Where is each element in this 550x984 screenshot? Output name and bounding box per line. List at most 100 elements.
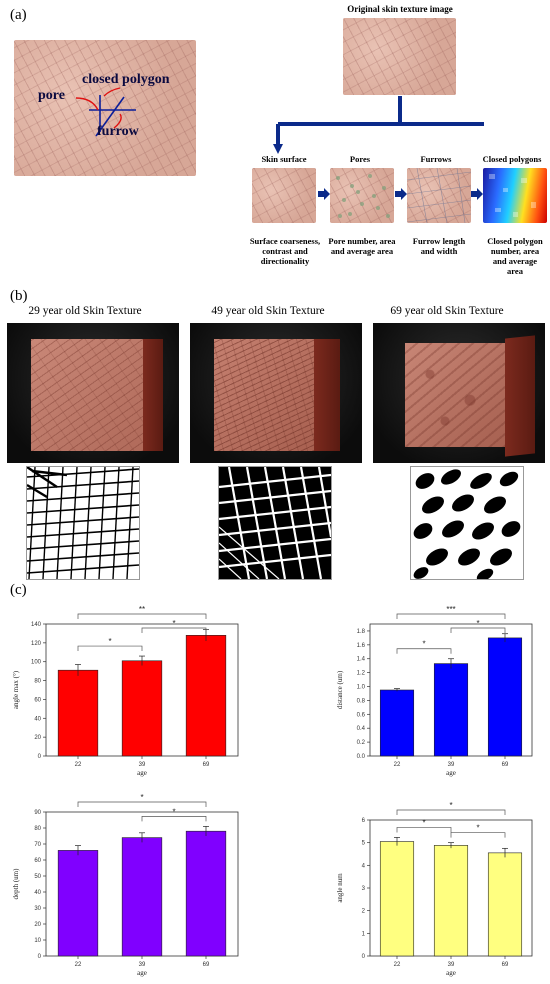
panel-b-label: (b) <box>10 288 28 304</box>
significance-bracket <box>77 613 207 619</box>
y-tick-label: 90 <box>34 810 41 816</box>
panel-c-label: (c) <box>10 582 27 598</box>
y-tick-label: 1.0 <box>357 685 366 691</box>
step-pores-image <box>330 168 394 223</box>
bar <box>433 663 469 757</box>
significance-label: * <box>140 793 143 802</box>
significance-label: * <box>476 824 479 833</box>
step-closed-polygons-caption: Closed polygon number, area and average … <box>487 236 543 276</box>
x-axis-label: age <box>137 769 147 777</box>
bar <box>121 837 163 957</box>
significance-label: ** <box>139 605 145 614</box>
x-tick-label: 39 <box>448 962 455 968</box>
y-tick-label: 80 <box>34 679 41 685</box>
y-tick-label: 30 <box>34 906 41 912</box>
y-tick-label: 2 <box>362 909 366 915</box>
cube-front-29 <box>31 339 143 451</box>
y-tick-label: 1.6 <box>357 643 366 649</box>
y-tick-label: 20 <box>34 922 41 928</box>
annot-pore-label: pore <box>38 88 65 103</box>
pore-arrow <box>75 97 99 111</box>
cube-side-69 <box>505 335 535 457</box>
y-tick-label: 20 <box>34 735 41 741</box>
step-skin-surface-image <box>252 168 316 223</box>
closeup-annotation-overlay <box>75 87 136 137</box>
significance-label: * <box>476 619 479 628</box>
chart-angle-max: 0 20 40 60 80 100 120 140 angle max (°) 22 39 69 age… <box>12 605 239 777</box>
texture-title-29: 29 year old Skin Texture <box>28 305 142 317</box>
bar <box>487 852 523 957</box>
y-tick-label: 1.2 <box>357 671 366 677</box>
y-tick-label: 0 <box>38 954 42 960</box>
y-axis-label: angle num <box>336 873 344 903</box>
x-axis-label: age <box>446 969 456 977</box>
chart-angle-num: 0 1 2 3 4 5 6 angle num 22 39 69 age * * * <box>336 801 533 977</box>
skin-closeup-image <box>14 40 196 176</box>
y-tick-label: 5 <box>362 841 366 847</box>
flow-diagram-lines <box>273 96 484 154</box>
y-tick-label: 60 <box>34 697 41 703</box>
cube-side-29 <box>143 339 163 451</box>
step-furrows-title: Furrows <box>420 154 452 164</box>
significance-label: * <box>422 818 425 827</box>
significance-label: *** <box>446 605 455 614</box>
x-tick-label: 22 <box>394 962 401 968</box>
significance-bracket <box>396 648 452 654</box>
annot-diagonal-line <box>95 96 125 137</box>
x-tick-label: 69 <box>502 762 509 768</box>
x-tick-label: 69 <box>502 962 509 968</box>
annot-closed-polygon-label: closed polygon <box>82 72 170 87</box>
flow-arrows <box>318 188 483 200</box>
y-tick-label: 40 <box>34 890 41 896</box>
step-skin-surface-caption: Surface coarseness, contrast and directi… <box>249 236 321 266</box>
y-tick-label: 120 <box>31 641 42 647</box>
binary-texture-29 <box>26 466 140 580</box>
y-tick-label: 1 <box>362 931 366 937</box>
y-tick-label: 0.6 <box>357 712 366 718</box>
y-axis-label: depth (um) <box>12 868 20 900</box>
bar <box>487 637 523 757</box>
x-tick-label: 39 <box>139 762 146 768</box>
significance-bracket <box>396 809 506 815</box>
bar <box>185 635 227 757</box>
bar <box>57 850 99 957</box>
x-tick-label: 39 <box>139 962 146 968</box>
bar <box>379 689 415 757</box>
y-tick-label: 140 <box>31 622 42 628</box>
y-tick-label: 10 <box>34 938 41 944</box>
significance-label: * <box>108 637 111 646</box>
y-tick-label: 3 <box>362 886 366 892</box>
x-tick-label: 39 <box>448 762 455 768</box>
step-closed-polygons-title: Closed polygons <box>482 154 542 164</box>
polygon-arrow <box>103 87 121 97</box>
y-tick-label: 0 <box>362 954 366 960</box>
bar <box>433 845 469 957</box>
x-tick-label: 22 <box>75 962 82 968</box>
bar <box>185 830 227 957</box>
y-axis-label: angle max (°) <box>12 670 20 709</box>
binary-texture-49 <box>218 466 332 580</box>
y-tick-label: 1.4 <box>357 657 366 663</box>
y-tick-label: 60 <box>34 858 41 864</box>
significance-label: * <box>172 619 175 628</box>
significance-bracket <box>77 645 143 652</box>
y-tick-label: 1.8 <box>357 629 366 635</box>
texture-title-49: 49 year old Skin Texture <box>211 305 325 317</box>
step-furrows-image <box>407 168 471 223</box>
step-pores-caption: Pore number, area and average area <box>328 236 396 256</box>
significance-bracket <box>450 627 506 633</box>
texture-render-29 <box>7 323 179 463</box>
y-tick-label: 0.8 <box>357 698 366 704</box>
bar <box>121 660 163 757</box>
y-tick-label: 6 <box>362 818 366 824</box>
y-tick-label: 80 <box>34 826 41 832</box>
step-furrows-caption: Furrow length and width <box>412 236 466 256</box>
original-skin-image <box>343 18 456 95</box>
y-tick-label: 0 <box>38 754 42 760</box>
furrow-arrow <box>113 113 122 129</box>
y-tick-label: 70 <box>34 842 41 848</box>
x-axis-label: age <box>137 969 147 977</box>
significance-bracket <box>141 816 207 822</box>
x-tick-label: 22 <box>394 762 401 768</box>
y-tick-label: 40 <box>34 716 41 722</box>
